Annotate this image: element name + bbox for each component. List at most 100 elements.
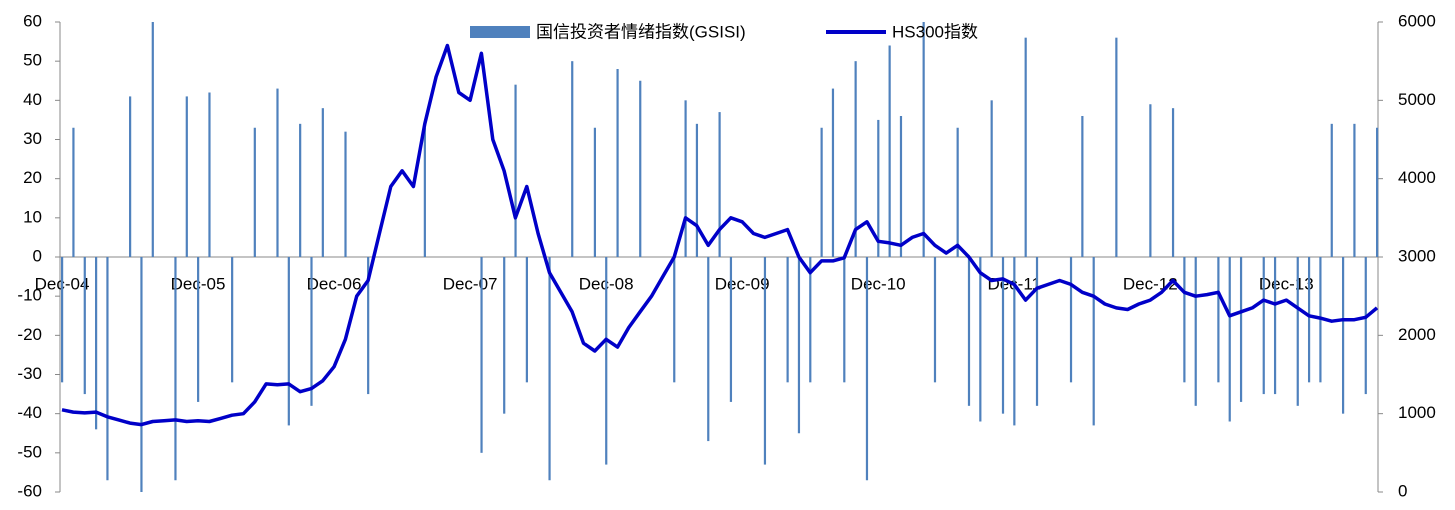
y2-tick-label: 0 (1398, 481, 1407, 500)
bar (1001, 257, 1005, 414)
bar (877, 119, 880, 258)
bar (1194, 257, 1197, 406)
bar (605, 257, 608, 465)
bar (797, 257, 801, 434)
bar (899, 116, 903, 257)
x-tick-label: Dec-06 (307, 274, 362, 293)
bar (593, 127, 597, 257)
y-tick-label: -50 (17, 442, 42, 461)
bar (1330, 123, 1333, 257)
bar (843, 257, 846, 383)
bar (673, 257, 676, 383)
bar (933, 257, 937, 383)
bar (231, 257, 234, 383)
bar (1013, 257, 1016, 426)
bar (990, 100, 993, 257)
y-tick-label: 50 (23, 51, 42, 70)
bar (979, 257, 982, 422)
legend-label: HS300指数 (892, 22, 978, 41)
bar (208, 92, 211, 257)
y2-tick-label: 5000 (1398, 90, 1436, 109)
bar (831, 88, 835, 257)
bar (1353, 123, 1356, 257)
bar (61, 257, 64, 383)
y-tick-label: 0 (33, 246, 42, 265)
bar (854, 61, 857, 257)
bar (253, 127, 256, 257)
bar (888, 45, 891, 257)
y-tick-label: -10 (17, 286, 42, 305)
x-tick-label: Dec-10 (851, 274, 906, 293)
bar (276, 88, 279, 257)
bar (72, 127, 75, 257)
bar (1092, 257, 1095, 426)
bar (1115, 37, 1118, 257)
line (61, 43, 1379, 427)
bar (786, 257, 789, 383)
bar (185, 96, 188, 258)
bar (95, 257, 98, 430)
bar (1239, 257, 1243, 402)
bar (1262, 257, 1265, 395)
bar (367, 257, 370, 395)
bar (695, 123, 699, 257)
y2-tick-label: 2000 (1398, 325, 1436, 344)
bar (956, 127, 959, 257)
y2-tick-label: 6000 (1398, 11, 1436, 30)
bar (809, 257, 812, 383)
y-tick-label: -30 (17, 364, 42, 383)
y2-tick-label: 1000 (1398, 403, 1436, 422)
bar (1228, 257, 1231, 422)
bar (718, 112, 721, 257)
bar (1171, 108, 1175, 258)
bar (548, 257, 551, 481)
bar (310, 257, 313, 406)
bar (763, 257, 767, 465)
bar (684, 100, 687, 257)
y-tick-label: 10 (23, 207, 42, 226)
y2-tick-label: 3000 (1398, 246, 1436, 265)
bar (729, 257, 733, 402)
bar (83, 257, 86, 395)
bar (820, 127, 823, 257)
bar (514, 84, 517, 258)
bar (922, 22, 925, 257)
bar (1364, 257, 1367, 395)
bar (1376, 127, 1379, 257)
bar (106, 257, 109, 481)
legend-label: 国信投资者情绪指数(GSISI) (536, 22, 746, 41)
bar (967, 257, 971, 406)
bar (1273, 257, 1277, 395)
bar (1296, 257, 1299, 406)
bar (140, 257, 143, 492)
bar (1035, 257, 1039, 406)
bar (480, 257, 483, 453)
bar (197, 257, 200, 402)
y-tick-label: -60 (17, 481, 42, 500)
bar (1024, 37, 1027, 257)
x-tick-label: Dec-09 (715, 274, 770, 293)
bar (865, 257, 869, 481)
y-tick-label: 30 (23, 129, 42, 148)
bar (616, 69, 619, 257)
bar (639, 80, 642, 257)
bar (344, 131, 347, 257)
y-tick-label: 20 (23, 168, 42, 187)
bar (287, 257, 290, 426)
bar (571, 61, 574, 257)
bar (129, 96, 132, 258)
y-tick-label: -40 (17, 403, 42, 422)
x-tick-label: Dec-13 (1259, 274, 1314, 293)
bar (151, 22, 154, 257)
bar (1217, 257, 1220, 383)
x-tick-label: Dec-07 (443, 274, 498, 293)
bar (423, 127, 426, 257)
legend-swatch (470, 26, 530, 38)
bar (707, 257, 710, 442)
y-tick-label: 40 (23, 90, 42, 109)
bar (321, 108, 324, 258)
bar (1307, 257, 1311, 383)
bar (525, 257, 528, 383)
bar (1341, 257, 1345, 414)
